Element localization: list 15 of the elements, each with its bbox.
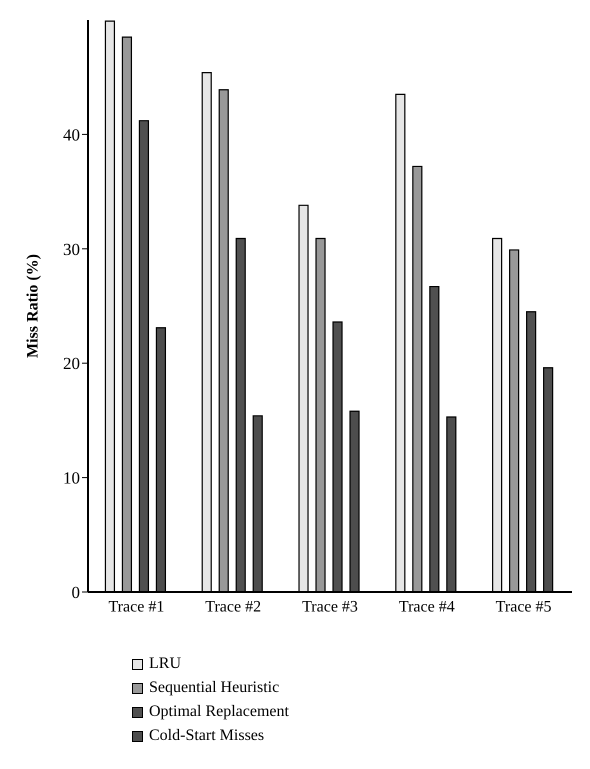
- y-tick-label: 10: [63, 468, 80, 488]
- legend-label: LRU: [149, 655, 181, 673]
- x-tick-label: Trace #2: [205, 598, 262, 616]
- y-tick-label: 40: [63, 125, 80, 144]
- y-tick-label: 30: [63, 240, 80, 259]
- x-tick-label: Trace #1: [108, 598, 164, 616]
- x-tick-label: Trace #4: [398, 598, 455, 616]
- legend-label: Optimal Replacement: [149, 703, 289, 721]
- x-tick-label: Trace #3: [302, 598, 358, 616]
- y-tick-label: 20: [63, 354, 80, 374]
- y-tick-label: 0: [72, 583, 80, 602]
- legend-label: Cold-Start Misses: [149, 727, 264, 745]
- x-tick-label: Trace #5: [496, 598, 552, 616]
- legend-label: Sequential Heuristic: [149, 679, 280, 697]
- y-axis-title: Miss Ratio (%): [24, 254, 42, 358]
